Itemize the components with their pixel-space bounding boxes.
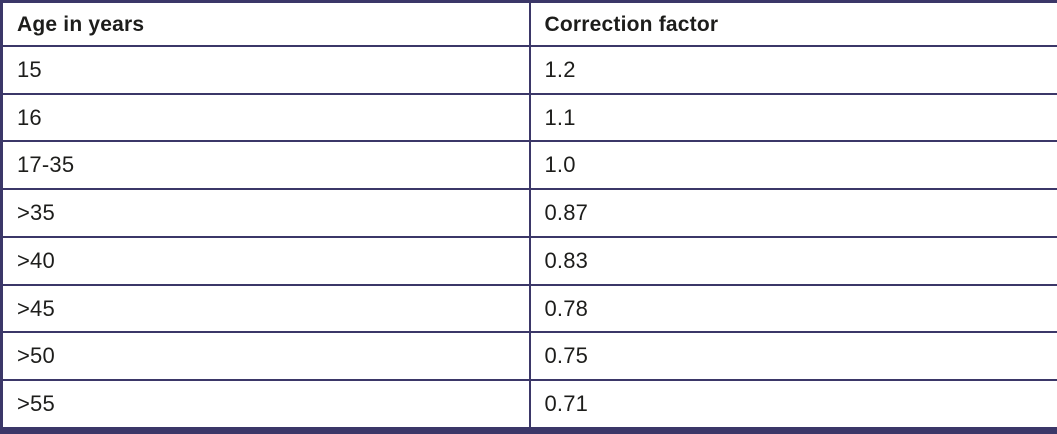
correction-factor-cell: 0.75 bbox=[529, 332, 1057, 382]
correction-factor-cell: 0.83 bbox=[529, 236, 1057, 286]
correction-factor-cell: 1.1 bbox=[529, 93, 1057, 143]
correction-factor-cell: 1.0 bbox=[529, 141, 1057, 191]
correction-factor-cell: 0.87 bbox=[529, 189, 1057, 238]
age-cell: >55 bbox=[1, 380, 531, 431]
table-row: >45 0.78 bbox=[1, 284, 1057, 334]
age-cell: 15 bbox=[1, 46, 531, 95]
table-row: 16 1.1 bbox=[1, 93, 1057, 143]
table-row: >55 0.71 bbox=[1, 380, 1057, 431]
column-header-correction-factor: Correction factor bbox=[529, 1, 1057, 47]
column-header-age: Age in years bbox=[1, 1, 531, 47]
age-cell: >50 bbox=[1, 332, 531, 382]
correction-factor-cell: 1.2 bbox=[529, 46, 1057, 95]
age-cell: >35 bbox=[1, 189, 531, 238]
table-body: 15 1.2 16 1.1 17-35 1.0 >35 0.87 >40 0.8… bbox=[1, 46, 1057, 431]
correction-factor-cell: 0.78 bbox=[529, 284, 1057, 334]
table-row: 17-35 1.0 bbox=[1, 141, 1057, 191]
table-row: >35 0.87 bbox=[1, 189, 1057, 238]
age-cell: 16 bbox=[1, 93, 531, 143]
header-row: Age in years Correction factor bbox=[1, 1, 1057, 47]
age-cell: 17-35 bbox=[1, 141, 531, 191]
table-row: >40 0.83 bbox=[1, 236, 1057, 286]
table-header: Age in years Correction factor bbox=[1, 1, 1057, 47]
table-row: 15 1.2 bbox=[1, 46, 1057, 95]
table-row: >50 0.75 bbox=[1, 332, 1057, 382]
age-cell: >45 bbox=[1, 284, 531, 334]
correction-factor-cell: 0.71 bbox=[529, 380, 1057, 431]
age-cell: >40 bbox=[1, 236, 531, 286]
